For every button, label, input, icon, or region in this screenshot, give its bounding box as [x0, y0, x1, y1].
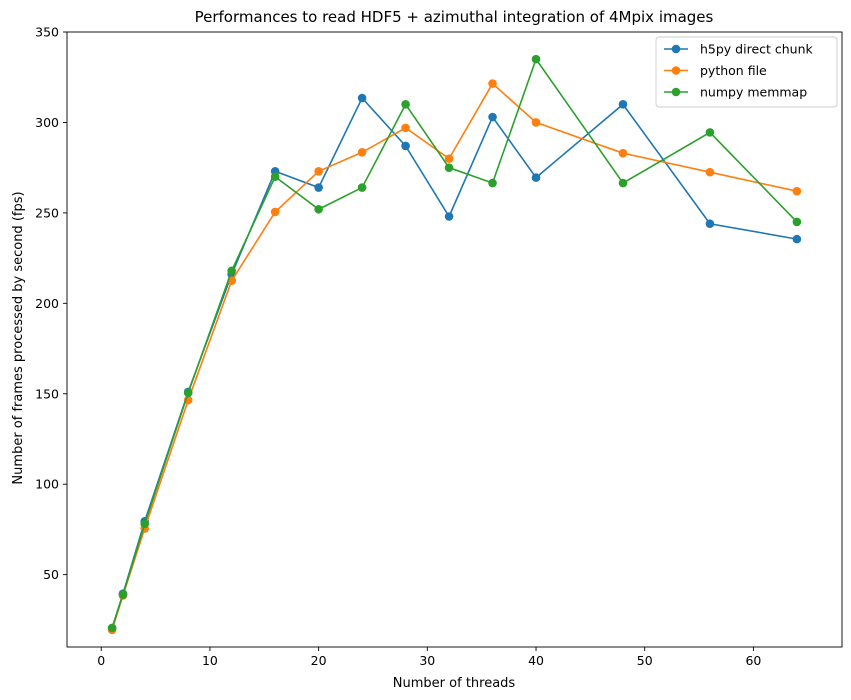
legend-marker-numpy-memmap	[671, 87, 681, 97]
series-point-python-file	[444, 154, 454, 163]
series-line-numpy-memmap	[111, 57, 798, 629]
series-point-numpy-memmap	[314, 204, 323, 214]
x-tick-label: 30	[419, 653, 435, 668]
series-point-h5py-direct-chunk	[488, 112, 497, 122]
chart-title: Performances to read HDF5 + azimuthal in…	[195, 8, 714, 26]
series-point-h5py-direct-chunk	[792, 234, 802, 244]
legend-marker-h5py-direct-chunk	[671, 44, 681, 54]
series-line-h5py-direct-chunk	[111, 96, 798, 629]
series-point-numpy-memmap	[270, 172, 280, 182]
x-tick-label: 0	[97, 653, 105, 668]
series-point-h5py-direct-chunk	[531, 173, 541, 182]
series-point-h5py-direct-chunk	[357, 93, 367, 103]
series-point-numpy-memmap	[140, 519, 150, 529]
y-tick-label: 50	[43, 567, 59, 582]
series-point-h5py-direct-chunk	[618, 100, 628, 109]
series-point-numpy-memmap	[705, 128, 715, 137]
series-point-numpy-memmap	[357, 183, 367, 192]
legend-marker-python-file	[671, 66, 681, 75]
series-point-python-file	[314, 166, 323, 176]
legend-label-python-file: python file	[700, 63, 767, 78]
series-point-numpy-memmap	[227, 266, 236, 276]
series-point-python-file	[401, 123, 410, 133]
plot-area: 0 10 20 30 40 50 60 50 100 150 200 250 300 350 h5py di…	[35, 25, 843, 668]
series-point-h5py-direct-chunk	[705, 219, 715, 229]
y-tick-label: 100	[35, 477, 59, 492]
series-point-h5py-direct-chunk	[401, 141, 410, 151]
series-point-python-file	[488, 79, 497, 88]
series-point-python-file	[531, 118, 541, 127]
legend-label-h5py-direct-chunk: h5py direct chunk	[700, 42, 814, 57]
y-tick-label: 300	[35, 115, 59, 130]
y-tick-label: 350	[35, 25, 59, 40]
legend-box	[655, 36, 838, 108]
axes-frame	[66, 31, 843, 648]
series-point-numpy-memmap	[488, 178, 497, 188]
x-tick-label: 60	[745, 653, 761, 668]
series-point-numpy-memmap	[618, 178, 628, 188]
series-point-python-file	[792, 186, 802, 196]
series-line-python-file	[111, 82, 798, 631]
x-tick-label: 50	[637, 653, 653, 668]
series-point-numpy-memmap	[183, 388, 193, 398]
series-point-python-file	[705, 167, 715, 177]
series-point-numpy-memmap	[792, 217, 802, 227]
series-point-numpy-memmap	[118, 590, 128, 599]
x-tick-label: 10	[202, 653, 218, 668]
series-point-numpy-memmap	[444, 163, 454, 172]
series-point-h5py-direct-chunk	[314, 183, 323, 192]
series-point-numpy-memmap	[107, 623, 117, 633]
legend-label-numpy-memmap: numpy memmap	[700, 85, 807, 100]
series-point-python-file	[357, 147, 367, 157]
series-point-numpy-memmap	[531, 54, 541, 64]
x-tick-label: 20	[311, 653, 327, 668]
x-tick-label: 40	[528, 653, 544, 668]
series-point-numpy-memmap	[401, 100, 410, 109]
series-point-python-file	[618, 148, 628, 158]
y-tick-label: 200	[35, 296, 59, 311]
y-tick-label: 150	[35, 386, 59, 401]
y-tick-label: 250	[35, 205, 59, 220]
y-axis-label: Number of frames processed by second (fp…	[11, 191, 26, 484]
series-point-h5py-direct-chunk	[444, 212, 454, 221]
series-point-python-file	[270, 207, 280, 217]
legend: h5py direct chunk python file numpy memmap	[655, 36, 838, 108]
x-axis-label: Number of threads	[393, 676, 516, 691]
